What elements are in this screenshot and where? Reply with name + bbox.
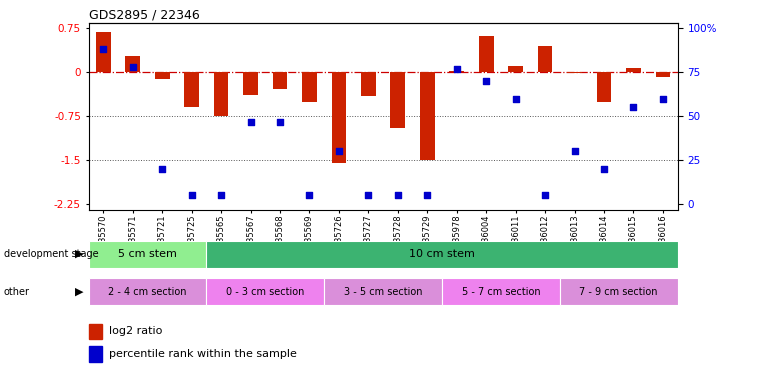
Bar [361,72,376,96]
Bar [332,72,346,163]
Point [539,192,551,198]
Text: 7 - 9 cm section: 7 - 9 cm section [580,286,658,297]
Point [568,148,581,154]
Point [510,96,522,102]
Text: 0 - 3 cm section: 0 - 3 cm section [226,286,304,297]
Bar [567,72,582,74]
Text: ▶: ▶ [75,286,83,297]
Point [362,192,374,198]
Bar [626,68,641,72]
Point [598,166,610,172]
Bar [302,72,316,102]
Bar [214,72,229,116]
Bar [655,72,670,77]
Bar [89,241,206,268]
Bar [597,72,611,102]
Bar [324,278,442,305]
Bar [243,72,258,94]
Bar [508,66,523,72]
Point [392,192,404,198]
Text: other: other [4,286,30,297]
Bar [206,278,324,305]
Bar [537,46,552,72]
Bar [184,72,199,108]
Text: percentile rank within the sample: percentile rank within the sample [109,349,297,359]
Bar [206,241,678,268]
Text: development stage: development stage [4,249,99,259]
Bar [126,56,140,72]
Bar [560,278,678,305]
Point [97,46,109,53]
Text: 5 cm stem: 5 cm stem [118,249,177,259]
Bar [420,72,434,160]
Text: 2 - 4 cm section: 2 - 4 cm section [109,286,186,297]
Text: 5 - 7 cm section: 5 - 7 cm section [461,286,541,297]
Bar [390,72,405,128]
Bar [89,324,102,339]
Bar [442,278,560,305]
Point [333,148,345,154]
Text: 10 cm stem: 10 cm stem [409,249,475,259]
Bar [155,72,169,80]
Point [480,78,492,84]
Point [421,192,434,198]
Bar [450,71,464,72]
Bar [479,36,494,72]
Point [156,166,169,172]
Text: ▶: ▶ [75,249,83,259]
Point [186,192,198,198]
Point [450,66,463,72]
Point [657,96,669,102]
Text: 3 - 5 cm section: 3 - 5 cm section [344,286,422,297]
Point [628,105,640,111]
Bar [96,33,111,72]
Bar [273,72,287,89]
Text: log2 ratio: log2 ratio [109,326,162,336]
Bar [89,278,206,305]
Point [244,118,256,124]
Point [274,118,286,124]
Point [215,192,227,198]
Bar [89,346,102,362]
Point [126,64,139,70]
Point [303,192,316,198]
Text: GDS2895 / 22346: GDS2895 / 22346 [89,8,199,21]
